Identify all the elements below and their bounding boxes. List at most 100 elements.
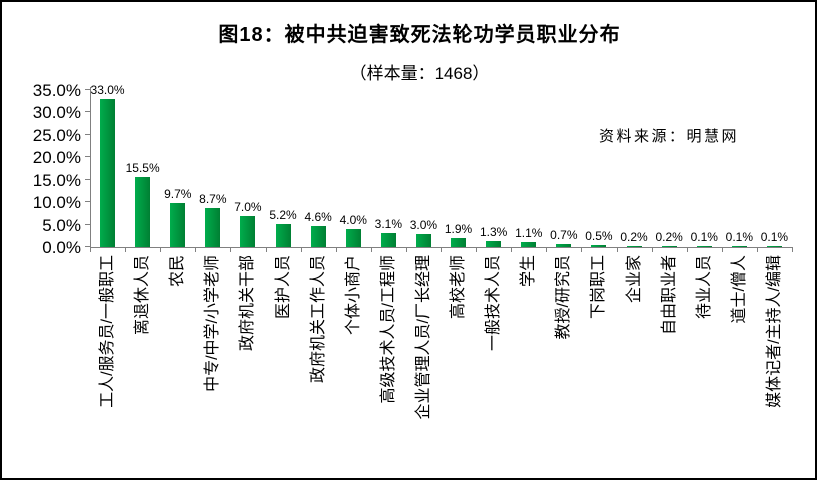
bar [696, 246, 712, 247]
category-label-text: 下岗职工 [590, 255, 608, 320]
y-axis-tick-label: 25.0% [32, 125, 81, 145]
category-label: 一般技术人员 [476, 255, 511, 477]
bar [591, 245, 607, 247]
bar [486, 241, 502, 247]
category-label: 下岗职工 [581, 255, 616, 477]
bar-value-label: 3.1% [374, 217, 403, 231]
bar [521, 242, 537, 247]
bar [275, 224, 291, 247]
x-axis-tick [476, 247, 478, 252]
category-label-text: 自由职业者 [660, 255, 678, 336]
bar-value-label: 3.0% [409, 218, 438, 232]
bar [240, 216, 256, 247]
x-axis-tick [721, 247, 723, 252]
category-label: 高级技术人员/工程师 [371, 255, 406, 477]
category-label: 政府机关干部 [230, 255, 265, 477]
bar-value-label: 33.0% [90, 83, 125, 97]
y-axis-tick [85, 133, 90, 135]
y-axis-tick [85, 178, 90, 180]
category-label: 道士/僧人 [722, 255, 757, 477]
category-label-text: 个体小商户 [344, 255, 362, 336]
category-label-text: 工人/服务员/一般职工 [99, 255, 116, 408]
category-label-text: 离退休人员 [134, 255, 152, 336]
category-label-text: 高校老师 [450, 255, 467, 320]
bar-value-label: 0.2% [655, 230, 683, 244]
bar [205, 208, 221, 247]
x-axis-tick [686, 247, 688, 252]
bar-value-label: 0.1% [760, 230, 789, 244]
category-label-text: 政府机关工作人员 [309, 255, 327, 384]
y-axis-tick [85, 89, 90, 90]
x-axis-tick [300, 247, 302, 252]
bar [451, 238, 467, 247]
bar [310, 226, 326, 247]
category-label-text: 医护人员 [274, 255, 292, 320]
category-label-text: 农民 [169, 255, 187, 288]
y-axis-tick [85, 111, 90, 113]
category-label-text: 高级技术人员/工程师 [379, 255, 397, 404]
x-axis-tick [616, 247, 618, 252]
category-label-text: 待业人员 [695, 255, 713, 320]
category-label: 待业人员 [687, 255, 722, 477]
bar [766, 246, 782, 247]
bar [170, 203, 186, 247]
y-axis-tick-label: 20.0% [32, 148, 81, 168]
bar [100, 99, 116, 247]
x-axis-tick [160, 247, 162, 252]
x-axis-tick [265, 247, 267, 252]
y-axis-tick-label: 5.0% [42, 215, 81, 235]
y-axis-tick-label: 35.0% [32, 81, 81, 100]
category-label: 工人/服务员/一般职工 [90, 255, 125, 477]
category-label: 中专/中学/小学老师 [195, 255, 230, 477]
category-label: 农民 [160, 255, 195, 477]
category-label: 媒体记者/主持人/编辑 [757, 255, 792, 477]
category-label-text: 企业管理人员/厂长经理 [414, 255, 432, 420]
y-axis-tick [85, 201, 90, 203]
bar-value-label: 0.1% [690, 230, 718, 244]
x-axis-tick [581, 247, 583, 252]
bar [731, 246, 747, 247]
bar-value-label: 4.0% [339, 213, 367, 227]
y-axis-tick-label: 15.0% [32, 170, 81, 190]
bar [380, 233, 396, 247]
bar [556, 244, 572, 247]
category-label-text: 道士/僧人 [730, 255, 748, 324]
bar-value-label: 0.2% [620, 230, 648, 244]
bar [415, 234, 431, 247]
bar-value-label: 0.5% [585, 229, 613, 243]
x-axis-tick [125, 247, 127, 252]
category-label: 离退休人员 [125, 255, 160, 477]
category-label-text: 教授/研究员 [555, 255, 573, 340]
x-axis-tick [441, 247, 442, 252]
category-label: 高校老师 [441, 255, 476, 477]
x-axis-tick [546, 247, 548, 252]
category-label: 医护人员 [266, 255, 301, 477]
bar [626, 246, 642, 247]
y-axis-line [90, 87, 91, 248]
category-label-text: 学生 [520, 255, 538, 288]
category-label-text: 中专/中学/小学老师 [204, 255, 222, 392]
bar-value-label: 7.0% [234, 200, 262, 214]
bar-value-label: 0.1% [725, 230, 754, 244]
chart-subtitle: （样本量：1468） [349, 64, 490, 83]
category-label: 学生 [511, 255, 546, 477]
x-axis-tick [195, 247, 197, 252]
x-axis-tick [511, 247, 513, 252]
category-label-text: 一般技术人员 [485, 255, 503, 352]
bar-value-label: 8.7% [199, 192, 227, 206]
chart-title: 图18：被中共迫害致死法轮功学员职业分布 [218, 24, 621, 46]
x-axis-tick [756, 247, 758, 252]
category-label-text: 媒体记者/主持人/编辑 [765, 255, 783, 408]
category-label: 企业家 [617, 255, 652, 477]
y-axis-tick [85, 246, 90, 247]
x-axis-tick [90, 247, 91, 252]
bar [661, 246, 677, 247]
x-axis-tick [370, 247, 372, 252]
category-label: 教授/研究员 [546, 255, 581, 477]
category-label: 企业管理人员/厂长经理 [406, 255, 441, 477]
bar-value-label: 1.9% [444, 222, 473, 236]
y-axis-tick-label: 30.0% [32, 103, 81, 123]
bar-value-label: 4.6% [304, 210, 332, 224]
bar-value-label: 1.1% [515, 226, 543, 240]
